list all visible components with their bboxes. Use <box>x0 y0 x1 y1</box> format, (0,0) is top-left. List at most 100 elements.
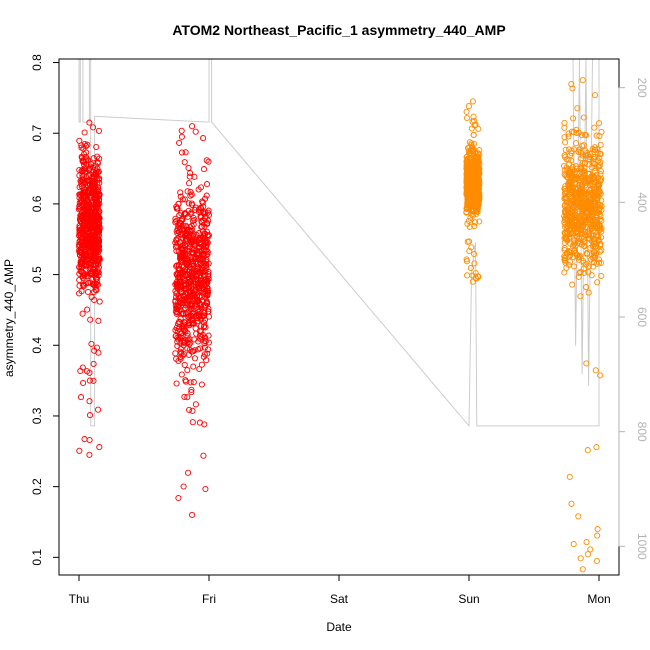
data-point <box>86 369 93 376</box>
data-point <box>581 168 588 175</box>
data-point <box>585 263 592 270</box>
data-point <box>469 98 476 105</box>
data-point <box>178 133 185 140</box>
data-point <box>582 132 590 139</box>
data-point <box>567 168 574 175</box>
data-point <box>192 401 199 408</box>
data-point <box>172 243 180 251</box>
y-tick-label: 0.5 <box>30 266 44 283</box>
secondary-line-layer <box>78 58 600 428</box>
data-point <box>577 555 584 562</box>
data-point <box>86 398 93 405</box>
data-point <box>594 279 601 286</box>
data-point <box>197 214 205 221</box>
data-point <box>194 275 201 282</box>
data-point <box>87 192 94 199</box>
data-point <box>205 346 212 353</box>
data-point <box>178 210 185 217</box>
data-point <box>568 81 575 88</box>
data-point <box>561 194 569 201</box>
data-point <box>598 272 605 279</box>
data-point <box>562 146 569 153</box>
data-point <box>473 275 480 282</box>
data-point <box>590 263 597 270</box>
y-tick-label: 0.6 <box>30 195 44 212</box>
data-point <box>89 239 96 246</box>
data-point <box>567 249 574 256</box>
data-point <box>84 141 91 148</box>
data-point <box>191 355 198 362</box>
data-point <box>183 285 190 292</box>
data-point <box>189 201 196 209</box>
data-point <box>463 177 470 184</box>
data-point <box>583 539 590 546</box>
data-point <box>179 230 186 237</box>
data-point <box>570 541 577 548</box>
data-point <box>470 147 477 154</box>
data-point <box>469 166 476 173</box>
data-point <box>186 406 193 413</box>
data-point <box>573 165 580 172</box>
data-point <box>90 201 97 208</box>
data-point <box>172 215 179 222</box>
data-point <box>205 313 212 320</box>
y2-tick-label: 1000 <box>635 533 649 560</box>
y-tick-label: 0.4 <box>30 337 44 354</box>
data-point <box>200 135 207 142</box>
data-point <box>204 239 211 246</box>
data-point <box>86 119 93 126</box>
data-point <box>189 292 196 299</box>
y-tick-label: 0.8 <box>30 54 44 71</box>
data-point <box>185 164 192 171</box>
data-point <box>184 367 191 374</box>
data-point <box>473 178 480 185</box>
data-point <box>569 187 576 194</box>
data-point <box>577 293 584 300</box>
data-point <box>584 251 591 258</box>
data-point <box>596 248 604 255</box>
data-point <box>584 447 591 454</box>
data-point <box>463 173 470 180</box>
data-point <box>590 248 598 255</box>
data-point <box>86 177 93 184</box>
data-point <box>184 339 191 346</box>
data-point <box>575 513 582 520</box>
data-point <box>78 288 85 295</box>
data-point <box>92 269 99 276</box>
data-point <box>95 127 102 134</box>
data-point <box>205 232 212 239</box>
y-axis-label: asymmetry_440_AMP <box>2 259 16 377</box>
data-point <box>469 202 476 209</box>
data-point <box>183 259 190 266</box>
data-point <box>591 190 599 197</box>
data-point <box>79 233 86 241</box>
y2-tick-label: 600 <box>635 307 649 327</box>
data-point <box>77 192 84 199</box>
data-point <box>188 281 195 289</box>
data-point <box>595 120 603 127</box>
data-point <box>177 306 184 313</box>
data-point <box>205 332 212 339</box>
data-point <box>80 167 87 174</box>
data-point <box>88 340 95 347</box>
data-point <box>176 333 183 340</box>
data-point <box>590 153 597 161</box>
data-point <box>588 222 595 230</box>
data-point <box>96 215 103 222</box>
data-point <box>92 256 99 263</box>
data-point <box>181 159 188 166</box>
data-point <box>469 190 476 197</box>
data-point <box>205 268 212 275</box>
data-point <box>472 219 479 226</box>
data-point <box>86 412 94 419</box>
data-point <box>90 360 97 367</box>
data-point <box>95 317 102 324</box>
data-point <box>189 320 196 327</box>
data-point <box>184 333 191 340</box>
data-point <box>578 155 585 162</box>
data-point <box>172 350 179 357</box>
data-point <box>205 270 212 278</box>
data-point <box>570 115 577 122</box>
data-point <box>182 310 190 317</box>
